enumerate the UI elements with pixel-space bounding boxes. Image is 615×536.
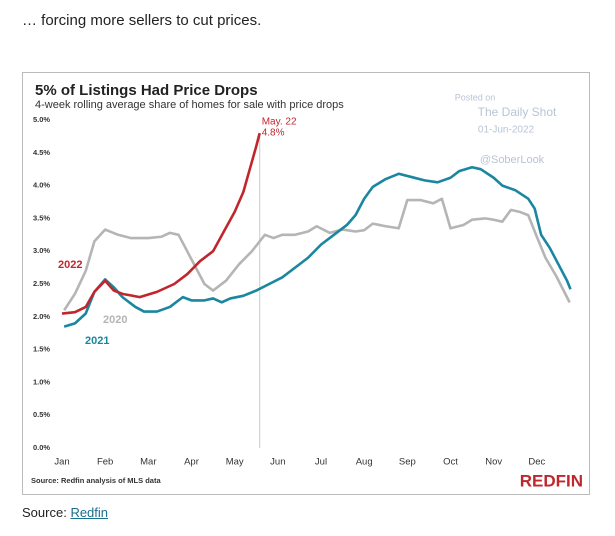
x-tick-label: Mar <box>140 457 156 468</box>
x-tick-label: Aug <box>356 457 373 468</box>
y-tick-label: 3.5% <box>33 213 50 222</box>
x-tick-label: Apr <box>184 457 199 468</box>
y-tick-label: 0.0% <box>33 443 50 452</box>
footer: Source: Redfin <box>22 505 108 520</box>
x-tick-label: Sep <box>399 457 416 468</box>
source-note: Source: Redfin analysis of MLS data <box>31 476 161 485</box>
watermark: Posted on <box>455 92 496 102</box>
y-tick-label: 2.0% <box>33 312 50 321</box>
x-tick-label: Feb <box>97 457 113 468</box>
x-tick-label: Oct <box>443 457 458 468</box>
watermark: @SoberLook <box>480 154 545 166</box>
series-label: 2020 <box>103 314 127 326</box>
y-tick-label: 4.0% <box>33 181 50 190</box>
y-tick-label: 1.0% <box>33 377 50 386</box>
chart-frame <box>22 72 590 495</box>
x-tick-label: Jan <box>54 457 69 468</box>
series-line <box>63 197 571 311</box>
y-tick-label: 1.5% <box>33 345 50 354</box>
series-line <box>63 165 572 328</box>
series-line <box>61 132 261 315</box>
footer-prefix: Source: <box>22 505 67 520</box>
caption: … forcing more sellers to cut prices. <box>22 12 262 29</box>
y-tick-label: 0.5% <box>33 410 50 419</box>
series-label: 2021 <box>85 335 109 347</box>
y-tick-label: 3.0% <box>33 246 50 255</box>
source-link[interactable]: Redfin <box>70 505 109 520</box>
annotation-value: 4.8% <box>262 128 285 139</box>
y-tick-label: 5.0% <box>33 115 50 124</box>
x-tick-label: Jul <box>315 457 327 468</box>
x-tick-label: Nov <box>485 457 502 468</box>
watermark: 01-Jun-2022 <box>478 125 535 136</box>
annotation-label: May. 22 <box>262 117 297 128</box>
chart-subtitle: 4-week rolling average share of homes fo… <box>35 99 344 111</box>
x-tick-label: Dec <box>528 457 545 468</box>
logo: REDFIN <box>520 471 583 490</box>
x-tick-label: Jun <box>270 457 285 468</box>
chart-title: 5% of Listings Had Price Drops <box>35 82 258 99</box>
watermark: The Daily Shot <box>478 105 557 119</box>
series-label: 2022 <box>58 259 82 271</box>
y-tick-label: 4.5% <box>33 148 50 157</box>
x-tick-label: May <box>226 457 244 468</box>
y-tick-label: 2.5% <box>33 279 50 288</box>
